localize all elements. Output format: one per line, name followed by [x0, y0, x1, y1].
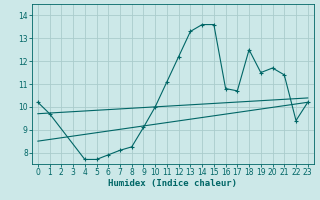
X-axis label: Humidex (Indice chaleur): Humidex (Indice chaleur) [108, 179, 237, 188]
